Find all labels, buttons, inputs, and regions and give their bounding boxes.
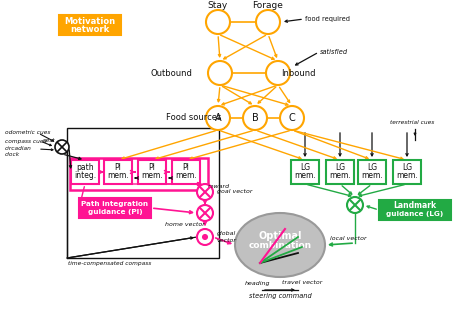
Text: goal vector: goal vector bbox=[217, 190, 253, 194]
Circle shape bbox=[206, 106, 230, 130]
Bar bbox=[104, 160, 132, 184]
Text: circadian: circadian bbox=[5, 147, 32, 151]
Text: food required: food required bbox=[305, 16, 350, 22]
Text: mem.: mem. bbox=[361, 171, 383, 181]
Text: mem.: mem. bbox=[294, 171, 316, 181]
Text: time-compensated compass: time-compensated compass bbox=[68, 261, 151, 266]
Bar bbox=[138, 160, 166, 184]
Circle shape bbox=[197, 229, 213, 245]
Text: Motivation: Motivation bbox=[64, 17, 116, 25]
Text: A: A bbox=[215, 113, 221, 123]
Text: mem.: mem. bbox=[396, 171, 418, 181]
Text: B: B bbox=[252, 113, 258, 123]
Text: terrestrial cues: terrestrial cues bbox=[390, 120, 434, 124]
Text: Path integration: Path integration bbox=[82, 201, 148, 207]
Bar bbox=[379, 200, 451, 220]
Text: mem.: mem. bbox=[329, 171, 351, 181]
Circle shape bbox=[347, 197, 363, 213]
Circle shape bbox=[208, 61, 232, 85]
Text: odometric cues: odometric cues bbox=[5, 131, 50, 136]
Text: Outbound: Outbound bbox=[150, 68, 192, 78]
Text: Inbound: Inbound bbox=[281, 68, 316, 78]
Text: vector: vector bbox=[217, 239, 237, 243]
Circle shape bbox=[280, 106, 304, 130]
Text: nest: nest bbox=[43, 138, 55, 143]
Circle shape bbox=[197, 184, 213, 200]
Text: travel vector: travel vector bbox=[282, 280, 322, 285]
Text: reward: reward bbox=[208, 183, 230, 188]
Circle shape bbox=[55, 140, 69, 154]
Text: PI: PI bbox=[182, 164, 190, 172]
Text: LG: LG bbox=[402, 164, 412, 172]
Text: mem.: mem. bbox=[141, 171, 163, 181]
Bar bbox=[358, 160, 386, 184]
Bar bbox=[326, 160, 354, 184]
Text: Forage: Forage bbox=[253, 1, 283, 9]
Text: LG: LG bbox=[335, 164, 345, 172]
Text: PI: PI bbox=[148, 164, 155, 172]
Text: integ.: integ. bbox=[74, 171, 96, 181]
Text: compass cues: compass cues bbox=[5, 138, 46, 143]
Text: Landmark: Landmark bbox=[393, 202, 437, 210]
Bar bbox=[393, 160, 421, 184]
Bar bbox=[79, 198, 151, 218]
Text: heading: heading bbox=[245, 280, 271, 285]
Bar bbox=[71, 160, 99, 184]
Circle shape bbox=[243, 106, 267, 130]
Text: C: C bbox=[289, 113, 295, 123]
Bar bbox=[172, 160, 200, 184]
Text: Optimal: Optimal bbox=[258, 231, 302, 241]
Circle shape bbox=[266, 61, 290, 85]
Circle shape bbox=[202, 234, 208, 240]
Circle shape bbox=[197, 205, 213, 221]
Text: combination: combination bbox=[248, 241, 311, 251]
Bar bbox=[70, 158, 208, 190]
Text: guidance (PI): guidance (PI) bbox=[88, 209, 142, 215]
Text: mem.: mem. bbox=[175, 171, 197, 181]
Bar bbox=[59, 15, 121, 35]
Circle shape bbox=[256, 10, 280, 34]
Text: global: global bbox=[217, 231, 236, 236]
Text: steering command: steering command bbox=[249, 293, 311, 299]
Ellipse shape bbox=[235, 213, 325, 277]
Text: LG: LG bbox=[367, 164, 377, 172]
Text: path: path bbox=[76, 164, 94, 172]
Text: network: network bbox=[70, 25, 109, 35]
Text: local vector: local vector bbox=[330, 236, 366, 241]
Text: home vector: home vector bbox=[165, 221, 205, 226]
Text: clock: clock bbox=[5, 153, 20, 158]
Circle shape bbox=[206, 10, 230, 34]
Text: Food sources: Food sources bbox=[166, 113, 221, 122]
Text: mem.: mem. bbox=[107, 171, 129, 181]
Text: guidance (LG): guidance (LG) bbox=[386, 211, 444, 217]
Text: Stay: Stay bbox=[208, 1, 228, 9]
Text: LG: LG bbox=[300, 164, 310, 172]
Text: PI: PI bbox=[115, 164, 121, 172]
Bar bbox=[67, 128, 219, 258]
Bar bbox=[291, 160, 319, 184]
Text: satisfied: satisfied bbox=[320, 49, 348, 55]
